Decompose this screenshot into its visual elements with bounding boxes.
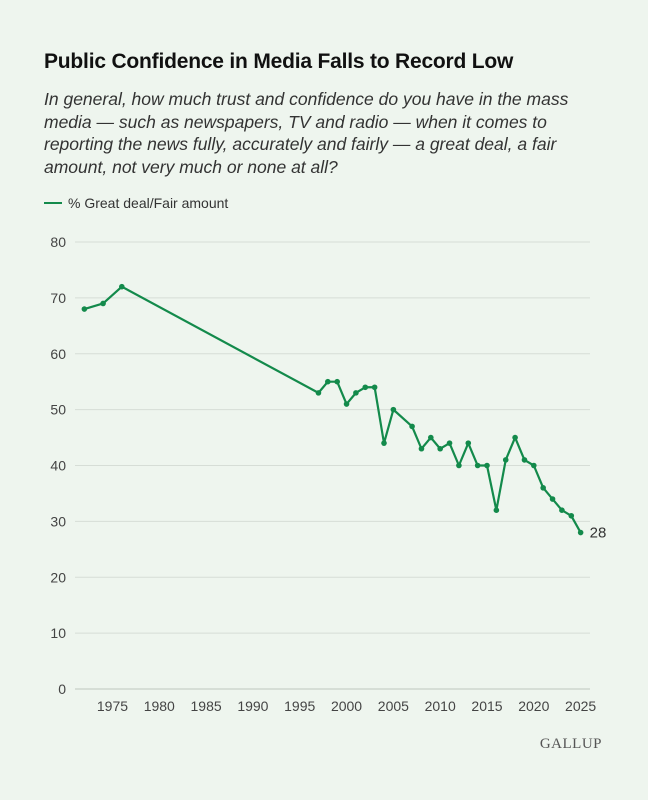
- x-tick-label: 2025: [565, 698, 596, 714]
- y-tick-label: 80: [50, 234, 66, 250]
- data-point: [390, 406, 397, 413]
- data-point: [381, 440, 387, 446]
- data-point: [502, 457, 509, 463]
- data-point: [549, 496, 556, 502]
- chart-subtitle: In general, how much trust and confidenc…: [44, 89, 569, 177]
- data-point: [531, 462, 537, 469]
- y-tick-label: 30: [50, 513, 66, 529]
- y-tick-label: 40: [50, 458, 66, 474]
- data-point: [493, 507, 500, 513]
- x-tick-label: 2000: [331, 698, 362, 714]
- data-point: [474, 462, 481, 469]
- data-point: [325, 378, 331, 385]
- data-point: [81, 306, 88, 312]
- data-point: [568, 512, 575, 519]
- data-point: [559, 507, 565, 513]
- legend-swatch: [44, 202, 62, 204]
- data-point: [437, 445, 443, 452]
- data-point: [512, 434, 518, 441]
- x-tick-label: 2020: [518, 698, 549, 714]
- data-point: [371, 384, 378, 391]
- data-point: [428, 434, 434, 441]
- y-tick-label: 0: [58, 681, 66, 697]
- y-tick-label: 50: [50, 402, 66, 418]
- data-point: [521, 457, 528, 463]
- data-point: [418, 445, 425, 452]
- x-tick-label: 1980: [144, 698, 175, 714]
- y-tick-label: 60: [50, 346, 66, 362]
- data-point: [334, 378, 340, 385]
- y-tick-label: 10: [50, 625, 66, 641]
- data-point: [484, 462, 490, 469]
- data-point: [353, 390, 359, 396]
- data-point: [343, 401, 350, 407]
- data-point: [119, 283, 125, 290]
- x-tick-label: 2010: [425, 698, 456, 714]
- data-point: [409, 423, 415, 430]
- y-tick-label: 70: [50, 290, 66, 306]
- data-point: [362, 384, 369, 391]
- x-tick-label: 1990: [237, 698, 268, 714]
- data-point: [446, 440, 453, 446]
- x-tick-label: 2015: [471, 698, 502, 714]
- data-point: [315, 390, 322, 396]
- x-tick-label: 1985: [191, 698, 222, 714]
- y-tick-label: 20: [50, 569, 66, 585]
- data-point: [577, 529, 584, 536]
- x-tick-label: 1995: [284, 698, 315, 714]
- chart-title: Public Confidence in Media Falls to Reco…: [44, 50, 514, 73]
- data-point: [540, 485, 546, 491]
- legend-label: % Great deal/Fair amount: [68, 195, 229, 211]
- data-label: 28: [590, 525, 607, 542]
- legend: % Great deal/Fair amount: [44, 195, 228, 211]
- data-point: [100, 300, 106, 307]
- data-point: [465, 440, 472, 446]
- x-tick-label: 2005: [378, 698, 409, 714]
- x-tick-label: 1975: [97, 698, 128, 714]
- data-point: [456, 462, 462, 469]
- gallup-logo: GALLUP: [539, 736, 602, 752]
